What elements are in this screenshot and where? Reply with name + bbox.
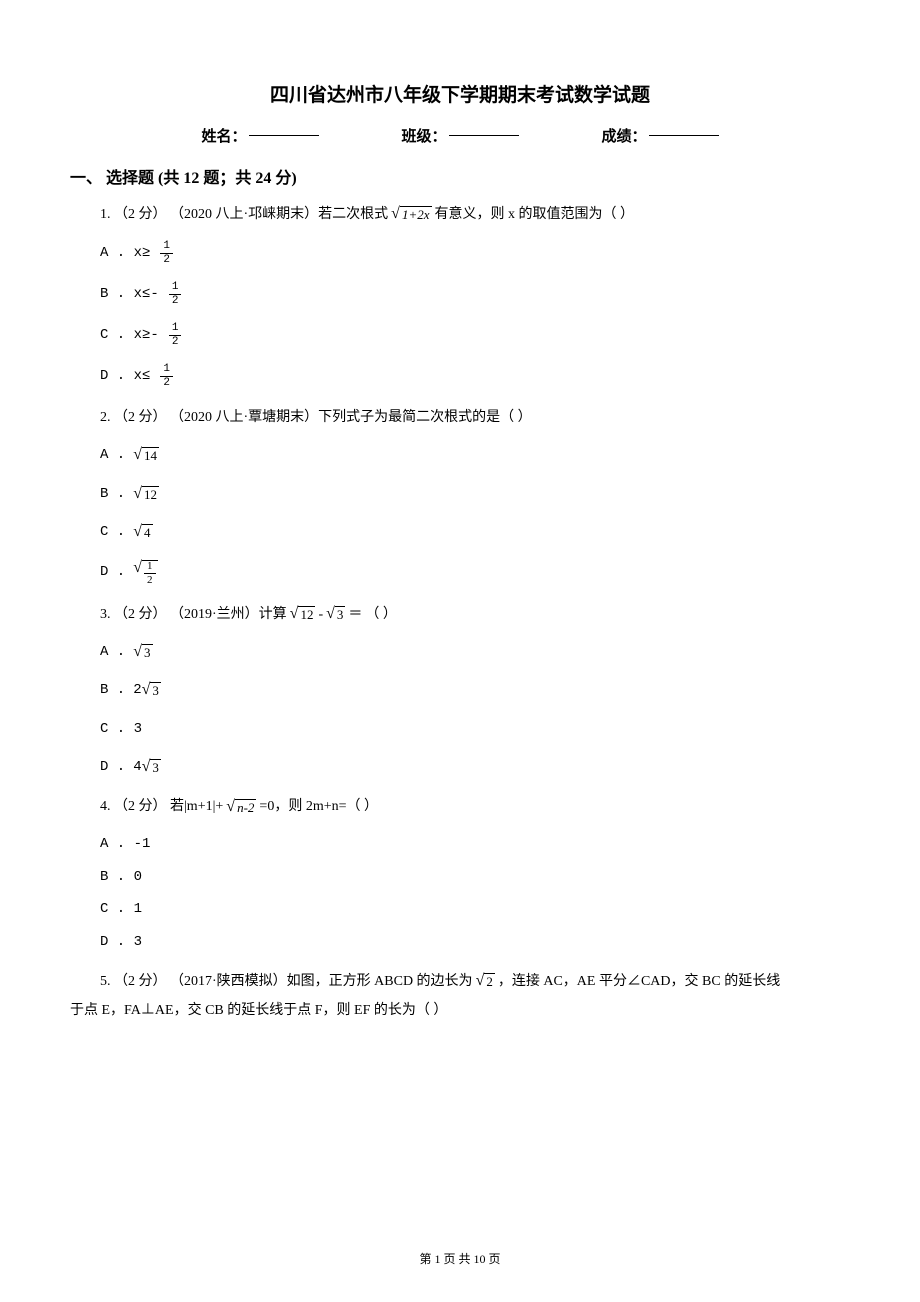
q4-suffix: =0，则 2m+n=（ ）	[259, 794, 378, 819]
q3-option-a: A . √3	[100, 641, 850, 663]
class-label: 班级：	[401, 125, 446, 146]
question-3: 3. （2 分） （2019·兰州）计算 √12 - √3 ＝ （ ）	[100, 602, 850, 627]
q3-option-d: D . 4 √3	[100, 756, 850, 778]
q1-prefix: 1. （2 分） （2020 八上·邛崃期末）若二次根式	[100, 202, 388, 227]
page-title: 四川省达州市八年级下学期期末考试数学试题	[70, 80, 850, 107]
q4-option-c: C . 1	[100, 898, 850, 920]
section-heading: 一、 选择题 (共 12 题；共 24 分)	[70, 164, 850, 188]
q1-option-c: C . x≥- 12	[100, 323, 850, 348]
header-fields: 姓名： 班级： 成绩：	[70, 125, 850, 146]
question-5: 5. （2 分） （2017·陕西模拟）如图，正方形 ABCD 的边长为 √2 …	[100, 969, 850, 994]
question-2: 2. （2 分） （2020 八上·覃塘期末）下列式子为最简二次根式的是（ ）	[100, 405, 850, 430]
q2-option-d: D . √12	[100, 560, 850, 586]
question-4: 4. （2 分） 若|m+1|+ √n-2 =0，则 2m+n=（ ）	[100, 794, 850, 819]
q3-suffix: （ ）	[365, 602, 397, 627]
page-footer: 第 1 页 共 10 页	[0, 1250, 920, 1267]
question-1: 1. （2 分） （2020 八上·邛崃期末）若二次根式 √1+2x 有意义，则…	[100, 202, 850, 227]
score-underline	[649, 135, 719, 136]
q2-option-a: A . √14	[100, 444, 850, 466]
q1-option-a: A . x≥ 12	[100, 241, 850, 266]
name-field: 姓名：	[201, 125, 318, 146]
q5-suffix1: ，连接 AC，AE 平分∠CAD，交 BC 的延长线	[498, 969, 780, 994]
q1-option-d: D . x≤ 12	[100, 364, 850, 389]
q1-sqrt: √1+2x	[391, 206, 431, 223]
q4-prefix: 4. （2 分） 若|m+1|+	[100, 794, 223, 819]
q4-option-b: B . 0	[100, 866, 850, 888]
q1-suffix: 有意义，则 x 的取值范围为（ ）	[435, 202, 635, 227]
score-field: 成绩：	[601, 125, 718, 146]
score-label: 成绩：	[601, 125, 646, 146]
class-underline	[449, 135, 519, 136]
q4-option-a: A . -1	[100, 833, 850, 855]
q2-option-b: B . √12	[100, 483, 850, 505]
name-label: 姓名：	[201, 125, 246, 146]
q5-prefix: 5. （2 分） （2017·陕西模拟）如图，正方形 ABCD 的边长为	[100, 969, 473, 994]
question-5-line2: 于点 E，FA⊥AE，交 CB 的延长线于点 F，则 EF 的长为（ ）	[70, 998, 850, 1023]
q3-option-c: C . 3	[100, 718, 850, 740]
q2-option-c: C . √4	[100, 521, 850, 543]
q4-option-d: D . 3	[100, 931, 850, 953]
q3-option-b: B . 2 √3	[100, 679, 850, 701]
name-underline	[249, 135, 319, 136]
class-field: 班级：	[401, 125, 518, 146]
q3-prefix: 3. （2 分） （2019·兰州）计算	[100, 602, 287, 627]
q1-option-b: B . x≤- 12	[100, 282, 850, 307]
